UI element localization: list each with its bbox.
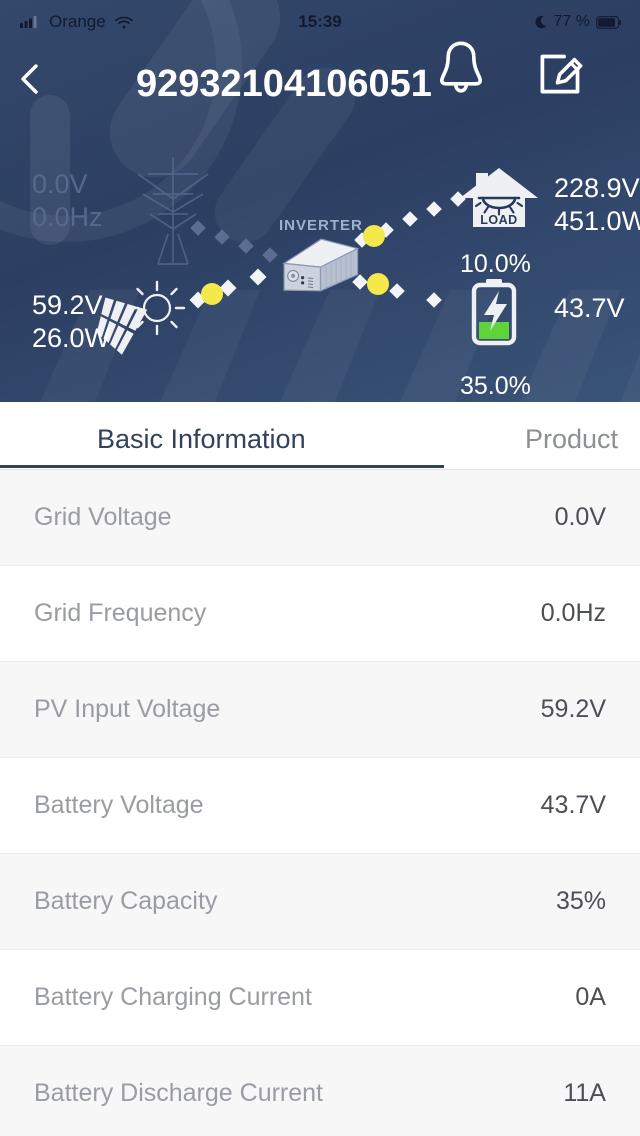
svg-text:LOAD: LOAD bbox=[480, 213, 517, 227]
